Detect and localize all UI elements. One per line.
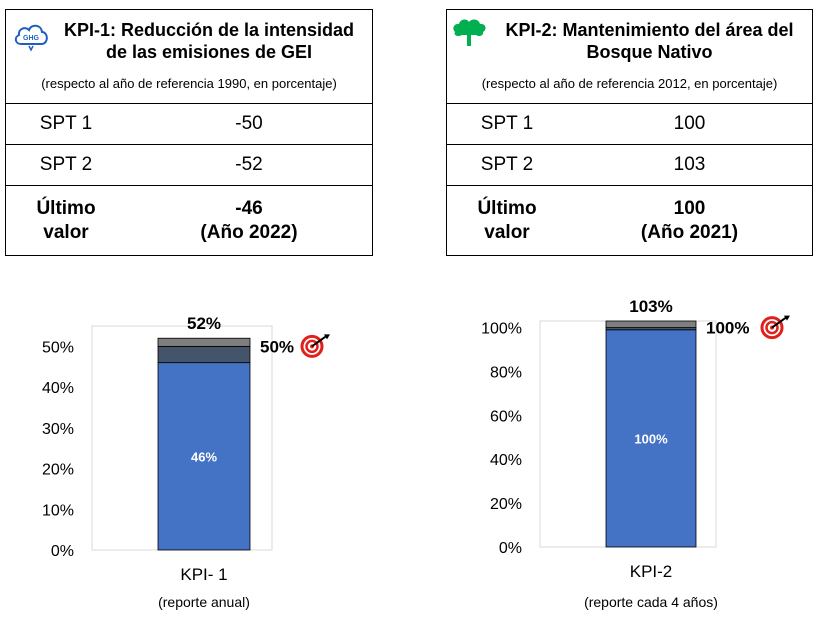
chart-caption: (reporte cada 4 años): [584, 594, 718, 610]
bar-segment-1: [157, 362, 251, 551]
kpi1-last-label: Último valor: [6, 186, 126, 256]
kpi2-title: KPI-2: Mantenimiento del área del Bosque…: [447, 19, 812, 63]
kpi2-row-last: Último valor 100 (Año 2021): [447, 186, 812, 256]
kpi2-last-label-1: Último: [477, 198, 537, 219]
bar-segment-2: [157, 345, 251, 364]
target-label: 50%: [260, 337, 294, 356]
kpi2-row-label: SPT 2: [480, 154, 534, 175]
kpi1-row-value: -52: [235, 154, 263, 175]
kpi1-title: KPI-1: Reducción de la intensidad de las…: [6, 19, 372, 63]
kpi2-last-value: 100 (Año 2021): [567, 186, 812, 256]
kpi1-header: GHG KPI-1: Reducción de la intensidad de…: [6, 10, 372, 104]
tree-icon: [453, 19, 486, 46]
kpi1-table: GHG KPI-1: Reducción de la intensidad de…: [5, 9, 373, 256]
y-tick-label: 30%: [42, 421, 74, 438]
target-icon-fletching: [784, 315, 790, 321]
kpi2-row-value: 100: [673, 113, 706, 134]
y-tick-label: 40%: [490, 452, 522, 469]
kpi2-row-spt2: SPT 2 103: [447, 145, 812, 186]
y-tick-label: 20%: [42, 462, 74, 479]
x-category-label: KPI- 1: [180, 565, 227, 584]
kpi1-last-value-year: (Año 2022): [200, 222, 298, 243]
kpi1-row-label: SPT 1: [39, 113, 93, 134]
kpi2-subtitle: (respecto al año de referencia 2012, en …: [481, 76, 778, 91]
y-tick-label: 50%: [42, 339, 74, 356]
kpi2-table: KPI-2: Mantenimiento del área del Bosque…: [446, 9, 813, 256]
target-icon-arrow: [771, 316, 787, 329]
y-tick-label: 0%: [51, 543, 74, 560]
kpi2-header: KPI-2: Mantenimiento del área del Bosque…: [447, 10, 812, 104]
bar-segment-1: [605, 329, 697, 548]
kpi2-title-line2: Bosque Nativo: [586, 42, 713, 62]
chart-caption: (reporte anual): [158, 594, 250, 610]
bar-segment-3: [605, 320, 697, 328]
kpi1-subtitle: (respecto al año de referencia 1990, en …: [41, 76, 337, 91]
cloud-ghg-icon: GHG: [14, 24, 48, 52]
kpi1-row-spt2: SPT 2 -52: [6, 145, 372, 186]
y-tick-label: 10%: [42, 502, 74, 519]
bar-inner-label: 100%: [634, 431, 668, 446]
kpi2-last-label-2: valor: [484, 222, 530, 243]
kpi2-row-value: 103: [673, 154, 706, 175]
x-category-label: KPI-2: [630, 562, 673, 581]
y-tick-label: 100%: [481, 321, 522, 338]
y-tick-label: 60%: [490, 408, 522, 425]
kpi2-last-value-year: (Año 2021): [640, 222, 739, 243]
kpi1-last-value: -46 (Año 2022): [126, 186, 372, 256]
target-icon-fletching: [324, 334, 330, 340]
target-icon-arrow: [311, 335, 327, 348]
kpi1-title-line1: KPI-1: Reducción de la intensidad: [63, 20, 355, 40]
kpi1-title-line2: de las emisiones de GEI: [105, 42, 313, 62]
kpi2-row-label: SPT 1: [480, 113, 534, 134]
kpi1-last-label-2: valor: [43, 222, 89, 243]
bar-total-label: 52%: [187, 314, 221, 333]
kpi1-row-last: Último valor -46 (Año 2022): [6, 186, 372, 256]
y-tick-label: 20%: [490, 496, 522, 513]
bar-inner-label: 46%: [191, 449, 217, 464]
kpi1-row-spt1: SPT 1 -50: [6, 104, 372, 145]
y-tick-label: 0%: [499, 540, 522, 557]
bar-total-label: 103%: [629, 297, 672, 316]
kpi1-row-label: SPT 2: [39, 154, 93, 175]
bar-segment-3: [157, 337, 251, 347]
kpi1-row-value: -50: [235, 113, 263, 134]
kpi2-title-line1: KPI-2: Mantenimiento del área del: [505, 20, 794, 40]
kpi1-last-value-number: -46: [235, 198, 263, 219]
y-tick-label: 80%: [490, 364, 522, 381]
target-label: 100%: [706, 319, 749, 338]
kpi2-last-value-number: 100: [673, 198, 706, 219]
kpi1-last-label-1: Último: [36, 198, 96, 219]
ghg-icon-label: GHG: [23, 35, 40, 42]
kpi2-last-label: Último valor: [447, 186, 567, 256]
y-tick-label: 40%: [42, 380, 74, 397]
kpi2-row-spt1: SPT 1 100: [447, 104, 812, 145]
